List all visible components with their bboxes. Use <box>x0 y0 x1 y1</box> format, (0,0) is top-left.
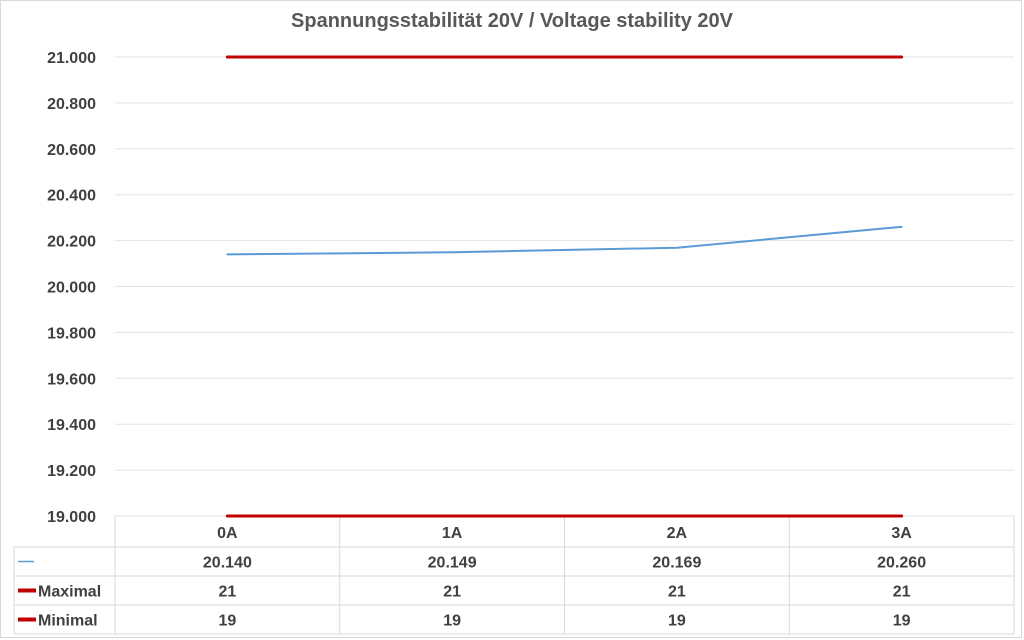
data-table-value: 21 <box>443 584 461 601</box>
x-category-label: 1A <box>442 525 463 542</box>
y-tick-label: 19.200 <box>47 463 96 480</box>
data-table-value: 21 <box>668 584 686 601</box>
y-tick-label: 20.200 <box>47 234 96 251</box>
series-name: Maximal <box>38 584 101 601</box>
x-category-label: 3A <box>891 525 912 542</box>
chart-title: Spannungsstabilität 20V / Voltage stabil… <box>291 10 733 32</box>
y-tick-label: 20.400 <box>47 188 96 205</box>
data-table-value: 20.169 <box>652 555 701 572</box>
y-tick-label: 21.000 <box>47 50 96 67</box>
data-table-value: 19 <box>443 613 461 630</box>
y-tick-label: 19.000 <box>47 509 96 526</box>
y-tick-label: 20.800 <box>47 96 96 113</box>
y-tick-label: 20.000 <box>47 280 96 297</box>
x-category-label: 0A <box>217 525 238 542</box>
x-category-label: 2A <box>667 525 688 542</box>
data-table-value: 20.140 <box>203 555 252 572</box>
data-table-value: 19 <box>218 613 236 630</box>
data-table-value: 21 <box>893 584 911 601</box>
data-table-value: 19 <box>893 613 911 630</box>
y-tick-label: 20.600 <box>47 142 96 159</box>
series-line-voltage <box>226 225 903 256</box>
y-tick-label: 19.800 <box>47 325 96 342</box>
data-table-value: 20.149 <box>428 555 477 572</box>
series-name: Minimal <box>38 613 98 630</box>
data-table-value: 19 <box>668 613 686 630</box>
data-table-value: 21 <box>218 584 236 601</box>
data-table-value: 20.260 <box>877 555 926 572</box>
y-tick-label: 19.400 <box>47 417 96 434</box>
y-tick-label: 19.600 <box>47 371 96 388</box>
